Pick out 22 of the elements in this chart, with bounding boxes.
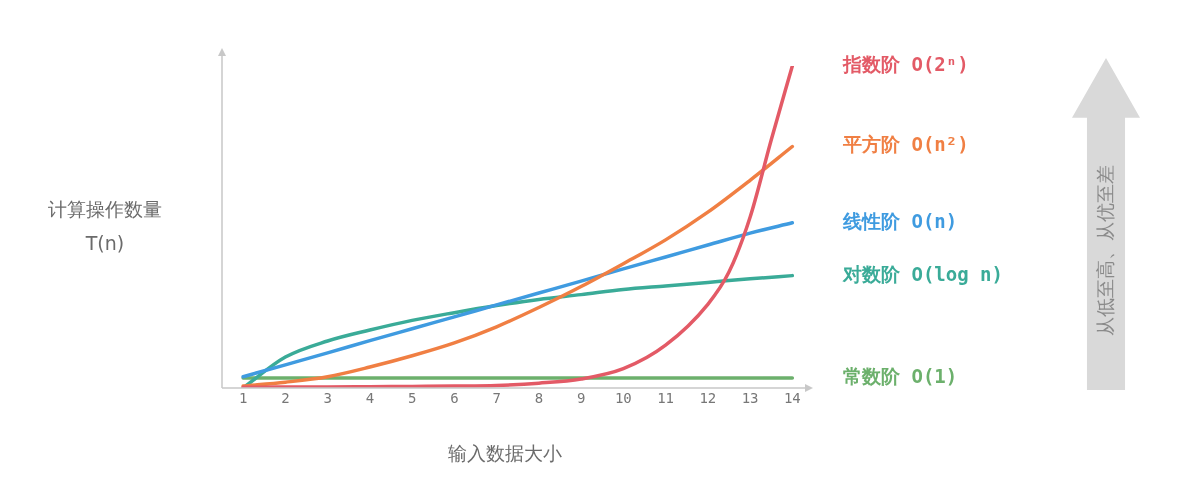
text: 指数阶 O(2ⁿ)	[842, 52, 969, 75]
text: 线性阶 O(n)	[842, 209, 958, 232]
x-tick-label: 5	[407, 390, 417, 407]
text: 从低至高、从优至差	[1093, 164, 1117, 336]
x-tick-label: 13	[741, 390, 759, 407]
x-tick-label: 9	[576, 390, 586, 407]
x-tick-label: 4	[365, 390, 375, 407]
text: 对数阶 O(log n)	[842, 262, 1003, 285]
x-tick-label: 6	[450, 390, 459, 407]
x-tick-label: 11	[657, 390, 675, 407]
text: 平方阶 O(n²)	[842, 133, 969, 156]
x-tick-label: 7	[492, 390, 501, 407]
x-tick-label: 12	[699, 390, 717, 407]
x-axis-title: 输入数据大小	[448, 441, 562, 466]
x-tick-label: 14	[783, 390, 801, 407]
y-axis-title: 计算操作数量 T(n)	[47, 197, 163, 256]
x-tick-label: 3	[323, 390, 332, 407]
text: 常数阶 O(1)	[843, 364, 958, 387]
x-tick-label: 2	[281, 390, 290, 407]
x-tick-label: 10	[614, 390, 632, 407]
x-tick-label: 1	[238, 390, 248, 407]
x-tick-label: 8	[534, 390, 544, 407]
